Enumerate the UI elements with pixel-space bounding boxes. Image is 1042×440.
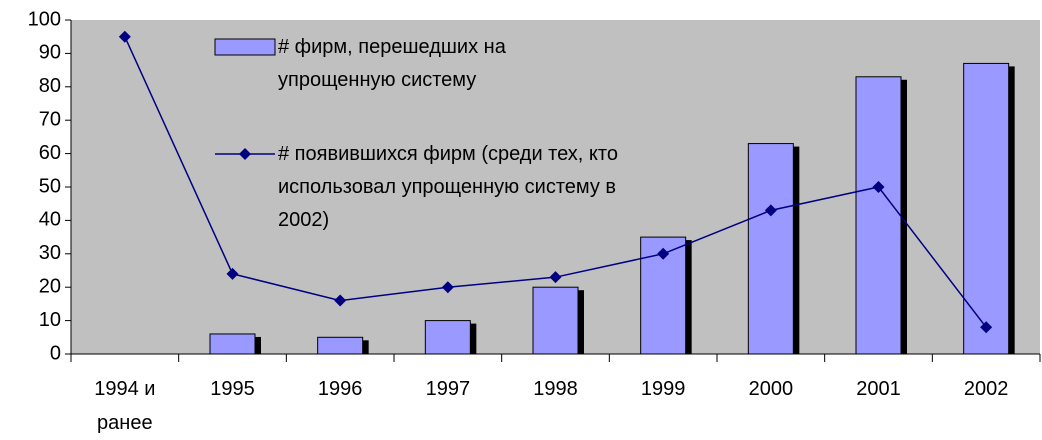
marker [118,30,131,43]
x-tick-label: 1994 и ранее [94,378,156,434]
y-tick-label: 50 [39,175,61,197]
marker [872,181,885,193]
marker [441,281,454,294]
y-tick-label: 20 [39,275,61,297]
x-tick-label: 1995 [210,378,255,400]
y-tick-label: 30 [39,242,61,264]
marker [980,321,993,334]
y-tick-label: 90 [39,42,61,64]
x-tick-label: 2001 [856,378,901,400]
bar [855,76,902,355]
bar [424,320,471,355]
marker [549,271,562,284]
y-tick-label: 40 [39,209,61,231]
y-tick-label: 0 [50,342,61,364]
x-tick-label: 2002 [963,378,1009,400]
marker [657,247,670,260]
y-tick-label: 70 [39,108,61,130]
bar [963,62,1010,355]
legend-label: # появившихся фирм (среди тех, кто испол… [278,143,618,231]
legend-marker [239,148,251,160]
x-tick-label: 1999 [640,378,686,400]
y-tick-label: 80 [39,75,61,97]
marker [334,294,347,307]
bar [317,336,364,355]
x-tick-label: 1997 [425,378,471,400]
marker [764,204,777,217]
y-tick-label: 10 [39,309,61,331]
legend-swatch [214,38,276,56]
bar [209,333,256,355]
x-tick-label: 2000 [748,378,794,400]
marker [226,267,239,280]
bar [747,143,794,355]
y-tick-label: 100 [28,8,61,30]
legend-label: # фирм, перешедших на упрощенную систему [278,36,506,91]
bar [532,286,579,355]
x-tick-label: 1998 [533,378,578,400]
x-tick-label: 1996 [317,378,363,400]
y-tick-label: 60 [39,142,61,164]
